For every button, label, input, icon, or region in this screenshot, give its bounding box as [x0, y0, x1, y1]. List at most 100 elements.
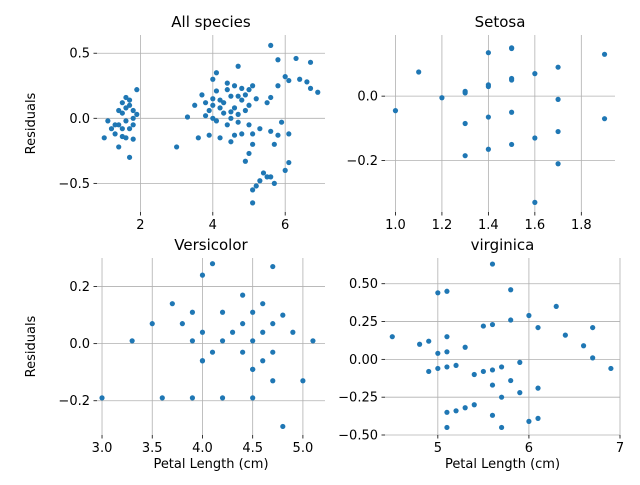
data-point	[509, 109, 515, 115]
y-tick-label: −0.2	[346, 154, 378, 169]
data-point	[485, 50, 491, 56]
y-tick-label: 0.0	[69, 337, 90, 352]
data-point	[271, 180, 277, 186]
data-point	[444, 424, 450, 431]
data-point	[126, 154, 133, 160]
data-point	[485, 114, 491, 120]
data-point	[239, 85, 245, 91]
data-point	[130, 122, 136, 128]
data-point	[192, 102, 198, 108]
data-point	[260, 358, 266, 364]
data-point	[526, 312, 532, 319]
data-point	[228, 93, 234, 99]
data-point	[270, 349, 276, 355]
data-point	[235, 93, 241, 99]
y-tick-label: −0.25	[338, 391, 378, 406]
data-point	[221, 110, 227, 116]
data-point	[250, 141, 256, 147]
x-tick-label: 4	[209, 218, 217, 233]
data-point	[217, 135, 223, 141]
data-point	[250, 309, 256, 315]
data-point	[300, 378, 306, 384]
data-point	[264, 174, 270, 180]
subplot-title: All species	[171, 13, 251, 31]
data-point	[435, 365, 441, 372]
data-point	[444, 364, 450, 370]
y-tick-label: 0.2	[69, 280, 90, 295]
data-point	[416, 69, 422, 75]
data-point	[116, 107, 122, 114]
data-point	[126, 102, 133, 108]
data-point	[290, 329, 296, 335]
data-point	[489, 367, 496, 373]
x-tick-label: 5	[434, 441, 442, 456]
data-point	[250, 187, 256, 193]
subplot-2: 1.0 1.2 1.4 1.6 1.8 −0.2 0.0 Setosa	[346, 13, 615, 233]
y-tick-label: −0.50	[338, 429, 378, 444]
x-tick-label: 2	[136, 218, 144, 233]
data-point	[485, 146, 491, 152]
data-point	[601, 116, 608, 122]
x-tick-label: 6	[281, 218, 289, 233]
data-point	[123, 94, 129, 101]
data-point	[174, 144, 180, 150]
data-point	[239, 97, 245, 103]
data-point	[268, 42, 274, 49]
data-point	[462, 153, 468, 159]
data-point	[489, 412, 496, 418]
data-point	[268, 94, 274, 101]
data-point	[278, 119, 285, 125]
data-point	[116, 122, 122, 128]
data-point	[282, 74, 288, 80]
data-point	[246, 102, 252, 108]
data-point	[134, 87, 140, 93]
data-point	[99, 395, 105, 401]
data-point	[250, 395, 256, 401]
data-point	[508, 317, 514, 323]
data-point	[307, 85, 314, 91]
data-point	[210, 96, 216, 102]
x-tick-label: 1.2	[432, 218, 453, 233]
data-point	[286, 159, 292, 166]
data-point	[509, 45, 515, 52]
data-point	[580, 343, 587, 349]
data-point	[130, 107, 136, 114]
data-point	[213, 118, 220, 124]
data-point	[257, 126, 263, 132]
data-point	[209, 261, 216, 267]
data-point	[480, 323, 486, 329]
subplot-3: 3.0 3.5 4.0 4.5 5.0 −0.2 0.0 0.2 Versicolor Petal…	[24, 236, 325, 472]
data-point	[271, 141, 277, 147]
data-point	[242, 158, 248, 164]
data-point	[224, 87, 230, 93]
data-point	[235, 119, 241, 125]
data-point	[270, 378, 276, 384]
data-point	[199, 272, 206, 278]
y-axis-label: Residuals	[24, 315, 39, 377]
y-tick-label: 0.0	[357, 90, 378, 105]
data-point	[240, 349, 246, 355]
data-point	[250, 200, 256, 206]
data-point	[532, 199, 538, 205]
data-point	[231, 105, 238, 111]
data-point	[253, 183, 259, 189]
data-point	[217, 97, 223, 103]
data-point	[555, 161, 561, 167]
data-point	[444, 409, 450, 415]
data-point	[105, 118, 111, 124]
data-point	[435, 290, 441, 296]
data-point	[307, 59, 314, 65]
data-point	[202, 100, 209, 106]
data-point	[275, 83, 281, 89]
data-point	[498, 364, 505, 370]
data-point	[228, 139, 234, 145]
data-point	[246, 150, 252, 157]
data-point	[426, 338, 432, 344]
x-tick-label: 1.6	[525, 218, 546, 233]
data-point	[112, 122, 118, 128]
data-point	[280, 312, 286, 318]
data-point	[509, 141, 515, 148]
y-tick-label: 0.50	[349, 277, 378, 292]
data-point	[239, 131, 245, 137]
data-point	[199, 92, 205, 98]
